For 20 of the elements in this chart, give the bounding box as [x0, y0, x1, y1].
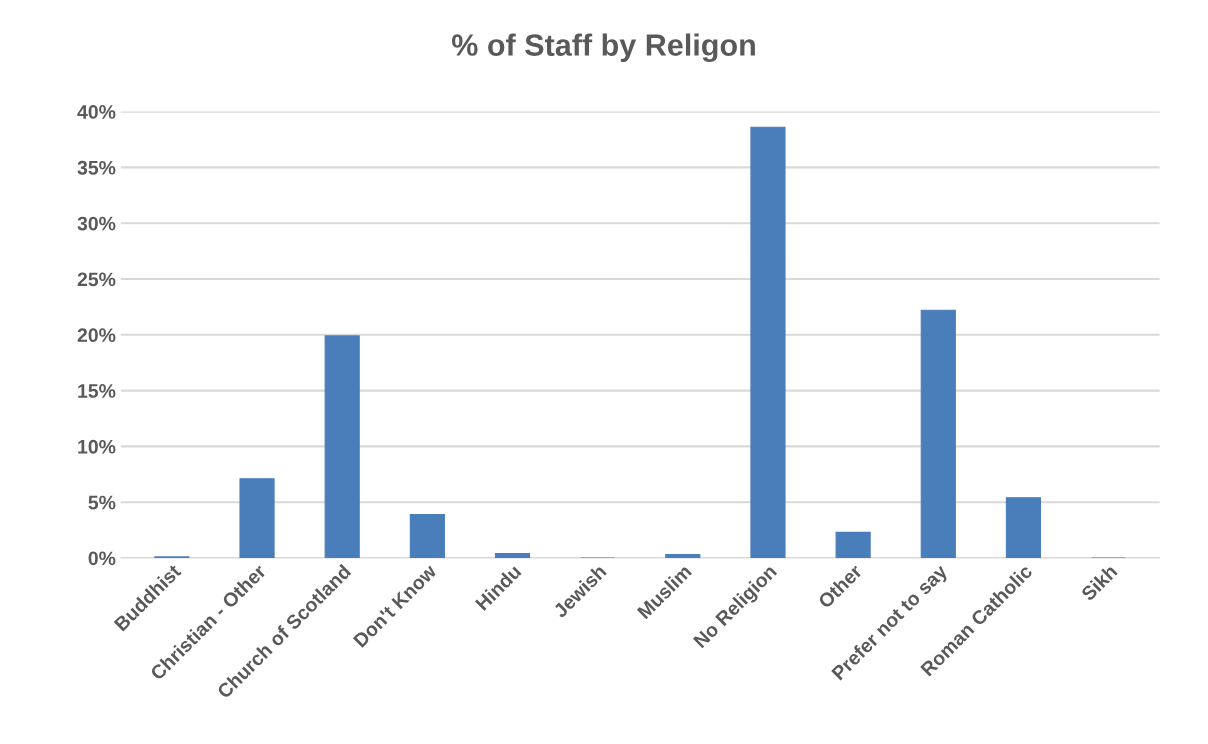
bar: [750, 126, 786, 558]
bar: [239, 478, 275, 558]
y-tick-label: 10%: [78, 439, 116, 454]
bar: [1005, 497, 1042, 558]
bar: [324, 335, 360, 558]
y-tick-label: 15%: [78, 384, 116, 398]
bar: [835, 531, 871, 558]
bar: [494, 552, 531, 558]
y-tick-label: 0%: [88, 551, 116, 566]
bar: [665, 554, 701, 558]
bar: [409, 513, 445, 558]
bar: [920, 309, 956, 558]
y-tick-label: 40%: [77, 105, 116, 119]
y-tick-label: 35%: [77, 160, 116, 175]
x-tick-label: Sikh: [1079, 563, 1118, 602]
y-tick-label: 30%: [77, 216, 116, 231]
y-tick-label: 20%: [77, 328, 116, 343]
chart-title: % of Staff by Religon: [451, 33, 755, 63]
y-tick-label: 5%: [88, 495, 116, 510]
y-tick-label: 25%: [77, 272, 116, 287]
